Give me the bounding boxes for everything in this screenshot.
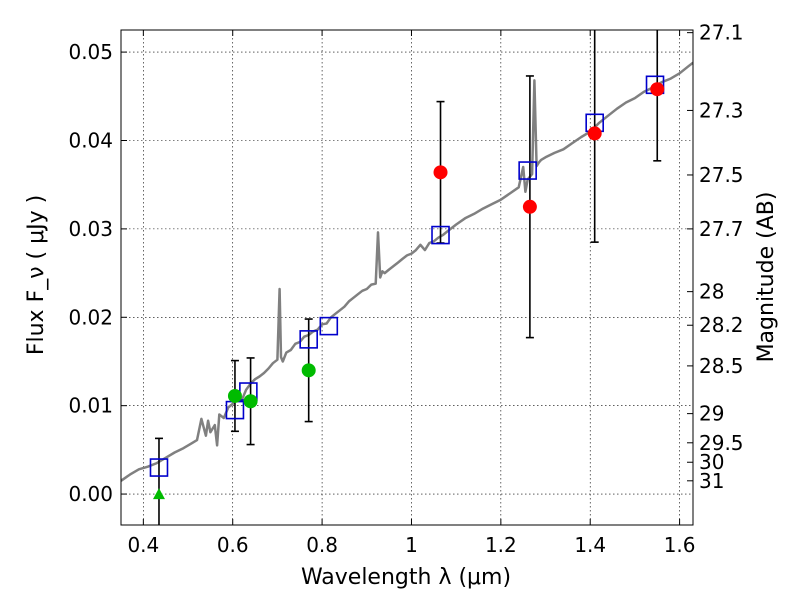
model-square-marker — [149, 458, 169, 477]
flux-point-marker — [587, 126, 602, 141]
y-axis-label: Flux F_ν ( μJy ) — [24, 195, 49, 355]
right-axis-label: Magnitude (AB) — [754, 192, 779, 363]
y-tick-label: 0.05 — [68, 40, 113, 64]
grid-lines — [121, 30, 693, 525]
flux-point-marker — [243, 394, 258, 409]
flux-point-marker — [227, 388, 242, 403]
right-tick-label: 31 — [699, 469, 724, 493]
y-tick-label: 0.00 — [68, 482, 113, 506]
x-tick-label: 1.2 — [485, 533, 517, 557]
right-tick-label: 27.7 — [699, 217, 744, 241]
flux-point-marker — [301, 363, 316, 378]
y-tick-label: 0.02 — [68, 305, 113, 329]
model-square-marker — [299, 330, 318, 349]
x-tick-label: 1 — [405, 533, 418, 557]
right-tick-label: 28 — [699, 280, 724, 304]
flux-point-marker — [650, 82, 665, 97]
right-tick-label: 29 — [699, 402, 724, 426]
y-tick-label: 0.01 — [68, 394, 113, 418]
model-square-marker — [518, 161, 537, 180]
x-tick-label: 0.8 — [306, 533, 338, 557]
y-tick-label: 0.04 — [68, 128, 113, 152]
x-tick-label: 0.4 — [127, 533, 159, 557]
flux-point-marker — [433, 165, 448, 180]
right-tick-label: 28.5 — [699, 354, 744, 378]
x-tick-label: 1.4 — [574, 533, 606, 557]
plot-frame — [120, 29, 694, 526]
plot-area — [121, 30, 693, 525]
x-axis-label: Wavelength λ (μm) — [301, 565, 511, 590]
x-tick-label: 0.6 — [217, 533, 249, 557]
right-tick-label: 29.5 — [699, 431, 744, 455]
model-square-marker — [431, 225, 450, 245]
right-tick-label: 28.2 — [699, 313, 744, 337]
right-tick-label: 30 — [699, 450, 724, 474]
spectrum-line — [121, 61, 693, 482]
flux-point-marker — [522, 199, 537, 214]
right-tick-label: 27.1 — [699, 21, 744, 45]
axes: 0.4 0.6 0.8 1 1.2 1.4 1.6 0.00 0.01 0.02 0.03 0.04 0… — [68, 21, 743, 557]
upper-limit-marker — [152, 488, 165, 500]
x-tick-label: 1.6 — [664, 533, 696, 557]
y-tick-label: 0.03 — [68, 217, 113, 241]
right-tick-label: 27.5 — [699, 163, 744, 187]
right-tick-label: 27.3 — [699, 98, 744, 122]
model-square-marker — [319, 316, 339, 336]
